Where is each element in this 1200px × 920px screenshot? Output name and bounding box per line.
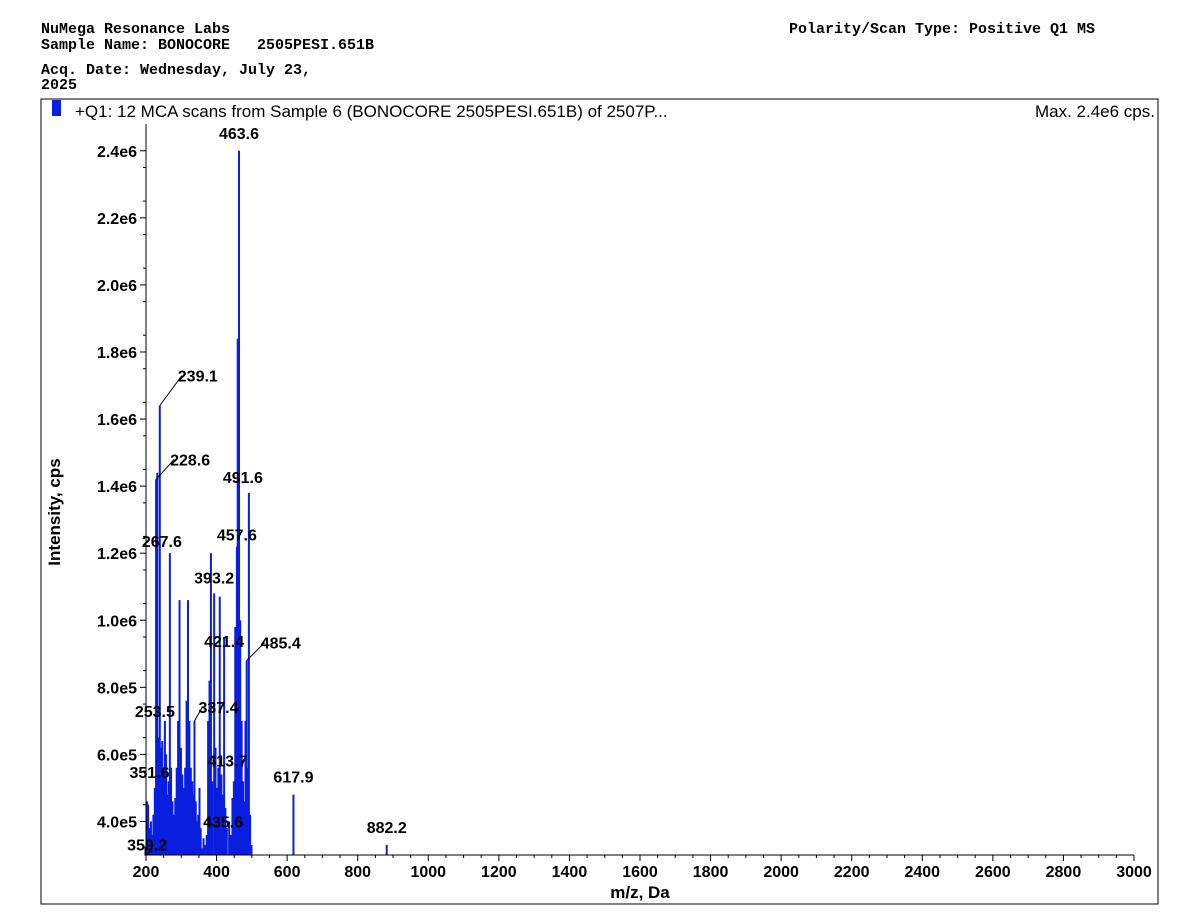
acq-date: Acq. Date: Wednesday, July 23, [41, 62, 312, 79]
legend-swatch [52, 100, 61, 116]
peak-label: 359.2 [127, 837, 167, 854]
legend-text: +Q1: 12 MCA scans from Sample 6 (BONOCOR… [75, 102, 668, 121]
sample-name: Sample Name: BONOCORE 2505PESI.651B [41, 37, 375, 54]
acq-date-year: 2025 [41, 77, 78, 94]
y-tick-label: 1.4e6 [97, 479, 137, 496]
peak-label-leader [246, 642, 266, 661]
peak-label: 337.4 [198, 700, 238, 717]
y-axis-title: Intensity, cps [45, 458, 64, 565]
x-tick-label: 2200 [834, 864, 870, 881]
peak-label: 485.4 [261, 635, 301, 652]
peak-label-leader [194, 706, 203, 722]
y-tick-label: 2.2e6 [97, 211, 137, 228]
peak-label: 882.2 [367, 820, 407, 837]
peak-label: 457.6 [217, 527, 257, 544]
x-tick-label: 400 [203, 864, 230, 881]
x-tick-label: 1600 [622, 864, 658, 881]
y-tick-label: 1.0e6 [97, 613, 137, 630]
plot-area: 200 400 600 800 1000 1200 1400 1600 1800 2000 2200… [97, 124, 1152, 881]
y-tick-label: 4.0e5 [97, 814, 137, 831]
x-tick-label: 3000 [1116, 864, 1152, 881]
x-axis-title: m/z, Da [610, 883, 670, 902]
peak-label-leader [159, 375, 183, 406]
x-tick-label: 1800 [693, 864, 729, 881]
peak-label: 253.5 [135, 704, 175, 721]
peak-label: 413.7 [207, 754, 247, 771]
x-tick-label: 600 [274, 864, 301, 881]
x-tick-label: 200 [133, 864, 160, 881]
peak-label: 393.2 [194, 570, 234, 587]
y-tick-label: 1.8e6 [97, 345, 137, 362]
x-tick-label: 1200 [481, 864, 517, 881]
peak-label-leader [155, 459, 175, 480]
peak-label: 463.6 [219, 126, 259, 143]
peak-label: 491.6 [223, 470, 263, 487]
y-tick-label: 8.0e5 [97, 680, 137, 697]
x-tick-label: 2800 [1046, 864, 1082, 881]
chart-frame [40, 98, 1159, 905]
y-tick-label: 2.4e6 [97, 144, 137, 161]
x-tick-label: 2000 [763, 864, 799, 881]
peak-label: 617.9 [273, 770, 313, 787]
peak-label: 435.6 [203, 814, 243, 831]
peak-label: 228.6 [170, 452, 210, 469]
x-tick-label: 1000 [410, 864, 446, 881]
lab-name: NuMega Resonance Labs [41, 21, 231, 38]
peak-label: 239.1 [178, 369, 218, 386]
baseline-marker [144, 846, 154, 856]
x-tick-label: 2600 [975, 864, 1011, 881]
y-tick-label: 1.6e6 [97, 412, 137, 429]
peak-label: 267.6 [142, 534, 182, 551]
y-tick-label: 1.2e6 [97, 546, 137, 563]
peak-label: 351.6 [129, 765, 169, 782]
y-tick-label: 6.0e5 [97, 747, 137, 764]
y-tick-label: 2.0e6 [97, 278, 137, 295]
max-label: Max. 2.4e6 cps. [1035, 102, 1155, 121]
x-tick-label: 800 [344, 864, 371, 881]
x-tick-label: 2400 [904, 864, 940, 881]
peak-label: 421.4 [204, 634, 244, 651]
polarity-scan-type: Polarity/Scan Type: Positive Q1 MS [789, 21, 1096, 38]
x-tick-label: 1400 [552, 864, 588, 881]
